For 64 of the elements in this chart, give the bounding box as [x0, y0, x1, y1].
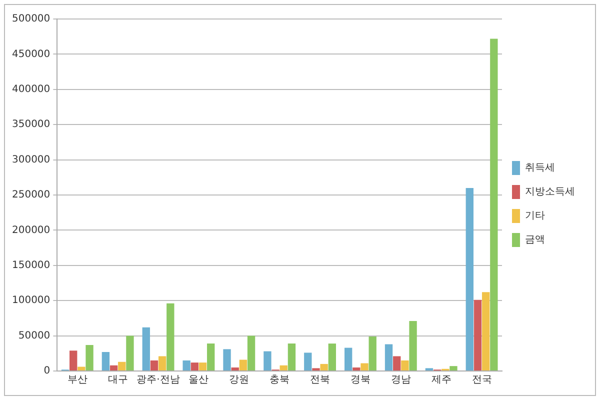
bar: [474, 300, 482, 370]
bar: [352, 367, 360, 370]
y-tick-label: 150000: [12, 260, 50, 271]
bar: [86, 344, 94, 370]
y-tick-label: 400000: [12, 84, 50, 95]
x-tick-label: 광주·전남: [136, 374, 180, 386]
bar: [409, 321, 417, 370]
bar: [247, 336, 256, 370]
bar: [223, 349, 231, 370]
legend-label: 지방소득세: [525, 186, 575, 198]
bar: [304, 352, 312, 370]
x-tick-label: 울산: [188, 374, 209, 386]
bar: [126, 336, 134, 370]
y-tick-label: 200000: [12, 224, 50, 236]
bar: [344, 348, 352, 370]
legend-label: 기타: [525, 210, 545, 222]
bar: [198, 362, 207, 370]
x-tick-label: 경북: [350, 374, 370, 386]
bar: [239, 360, 248, 370]
bar: [158, 356, 166, 370]
y-tick-label: 450000: [12, 48, 50, 60]
bar: [360, 363, 368, 370]
bar: [288, 344, 296, 370]
bar: [118, 362, 126, 370]
bar: [401, 360, 409, 370]
y-tick-label: 50000: [18, 330, 50, 342]
x-tick-label: 전북: [310, 374, 330, 386]
legend-label: 취득세: [525, 162, 555, 174]
y-tick-label: 250000: [12, 190, 50, 201]
bar: [482, 292, 490, 370]
bar: [490, 38, 498, 370]
bar: [231, 367, 239, 370]
bar: [190, 362, 199, 370]
bar: [368, 336, 376, 370]
bar: [142, 327, 150, 370]
y-tick-label: 100000: [12, 295, 50, 306]
x-tick-label: 강원: [229, 374, 250, 386]
bar: [450, 366, 458, 370]
y-tick-label: 500000: [12, 14, 50, 25]
x-tick-label: 제주: [431, 374, 452, 386]
legend-label: 금액: [525, 234, 545, 246]
x-tick-label: 부산: [67, 374, 88, 386]
y-tick-label: 300000: [12, 154, 50, 166]
bar: [328, 344, 336, 370]
bar: [182, 360, 190, 370]
bar: [110, 365, 118, 370]
bar: [384, 344, 393, 370]
x-tick-label: 전국: [472, 374, 492, 386]
bar: [102, 352, 110, 370]
y-tick-label: 0: [44, 366, 50, 377]
bar: [264, 351, 272, 370]
bar: [320, 364, 328, 370]
x-tick-label: 경남: [390, 374, 411, 386]
bar: [280, 365, 288, 370]
bar: [70, 350, 78, 370]
x-tick-label: 충북: [270, 374, 290, 386]
bar: [207, 344, 215, 370]
bar: [166, 303, 174, 370]
bar: [466, 188, 474, 370]
bar: [393, 356, 401, 370]
bar: [78, 366, 86, 370]
y-tick-label: 350000: [12, 119, 50, 130]
x-tick-label: 대구: [108, 374, 128, 386]
bar: [150, 360, 158, 370]
